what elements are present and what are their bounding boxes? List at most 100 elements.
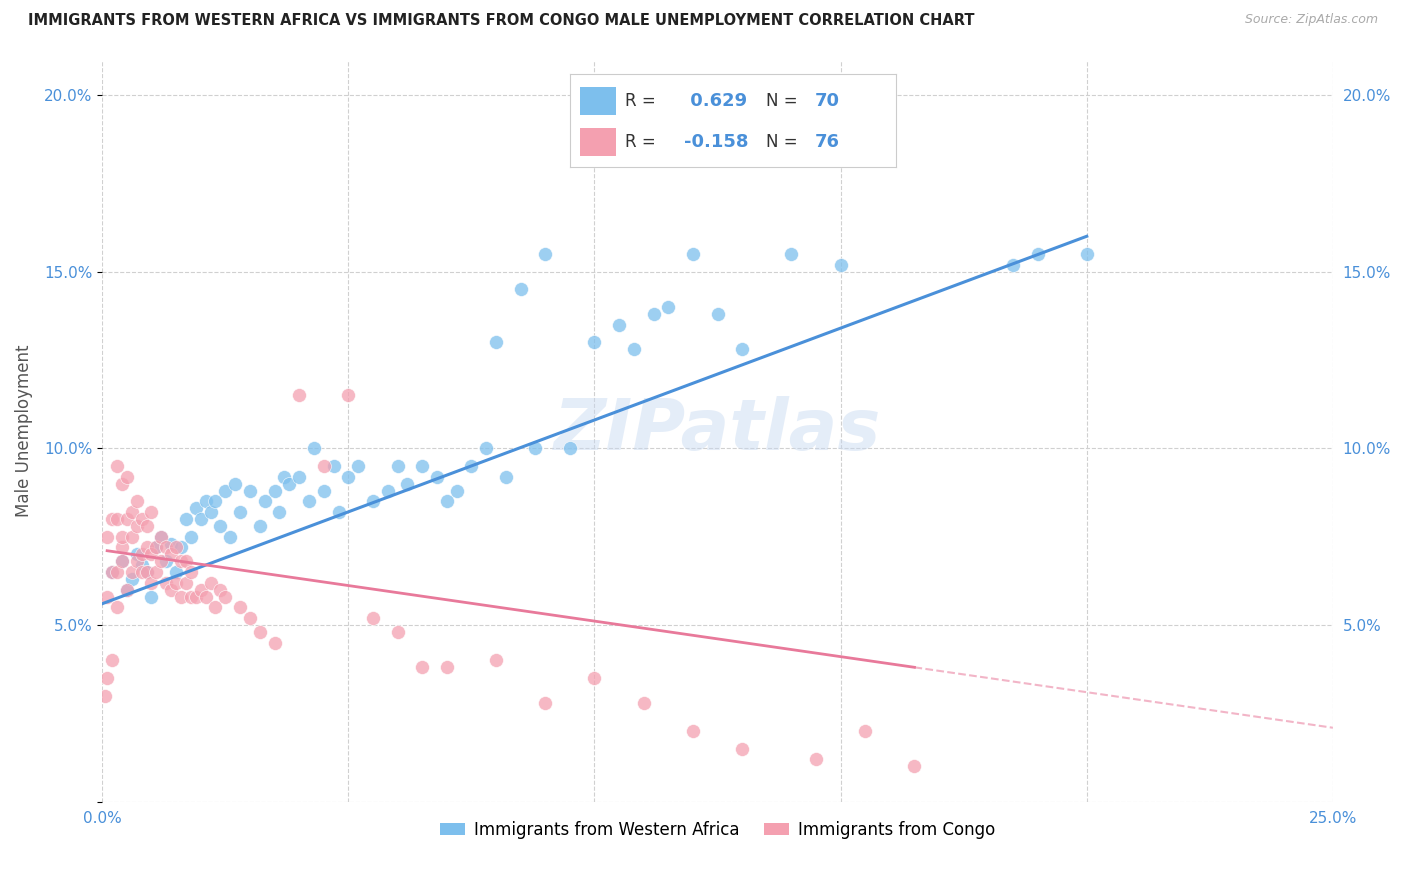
Point bbox=[101, 512, 124, 526]
Point bbox=[135, 565, 157, 579]
Point bbox=[141, 590, 163, 604]
Point bbox=[105, 512, 128, 526]
Point bbox=[141, 547, 163, 561]
Point bbox=[150, 530, 173, 544]
Point bbox=[288, 388, 311, 402]
Point bbox=[184, 590, 207, 604]
Point bbox=[302, 442, 325, 456]
Point bbox=[155, 575, 177, 590]
Point bbox=[495, 469, 517, 483]
Point bbox=[111, 530, 134, 544]
Point bbox=[643, 307, 665, 321]
Point bbox=[96, 530, 118, 544]
Point bbox=[121, 505, 143, 519]
Point bbox=[115, 469, 138, 483]
Point bbox=[131, 547, 153, 561]
Point bbox=[180, 565, 202, 579]
Point bbox=[804, 752, 827, 766]
Point bbox=[174, 512, 197, 526]
Point bbox=[682, 247, 704, 261]
Point bbox=[853, 723, 876, 738]
Point bbox=[224, 476, 246, 491]
Point bbox=[105, 600, 128, 615]
Point bbox=[194, 494, 217, 508]
Point bbox=[337, 388, 360, 402]
Point bbox=[131, 565, 153, 579]
Point bbox=[475, 442, 498, 456]
Point bbox=[135, 519, 157, 533]
Point bbox=[135, 565, 157, 579]
Point bbox=[583, 335, 606, 350]
Legend: Immigrants from Western Africa, Immigrants from Congo: Immigrants from Western Africa, Immigran… bbox=[433, 814, 1001, 846]
Point bbox=[903, 759, 925, 773]
Point bbox=[96, 671, 118, 685]
Point bbox=[607, 318, 630, 332]
Point bbox=[485, 653, 508, 667]
Point bbox=[174, 554, 197, 568]
Point bbox=[174, 575, 197, 590]
Point bbox=[214, 483, 236, 498]
Point bbox=[200, 505, 222, 519]
Point bbox=[558, 442, 581, 456]
Point bbox=[101, 565, 124, 579]
Point bbox=[485, 335, 508, 350]
Point bbox=[180, 530, 202, 544]
Point bbox=[145, 565, 167, 579]
Point bbox=[426, 469, 449, 483]
Point bbox=[278, 476, 301, 491]
Point bbox=[165, 565, 187, 579]
Point bbox=[93, 689, 115, 703]
Point bbox=[657, 300, 679, 314]
Point bbox=[125, 547, 148, 561]
Point bbox=[534, 696, 557, 710]
Point bbox=[145, 540, 167, 554]
Point bbox=[633, 696, 655, 710]
Point bbox=[115, 582, 138, 597]
Point bbox=[170, 540, 193, 554]
Point bbox=[121, 565, 143, 579]
Point bbox=[209, 582, 232, 597]
Point bbox=[125, 519, 148, 533]
Point bbox=[312, 458, 335, 473]
Point bbox=[135, 540, 157, 554]
Point bbox=[200, 575, 222, 590]
Point bbox=[249, 519, 271, 533]
Point bbox=[121, 572, 143, 586]
Point bbox=[460, 458, 482, 473]
Point bbox=[387, 624, 409, 639]
Point bbox=[170, 590, 193, 604]
Point bbox=[180, 590, 202, 604]
Point bbox=[170, 554, 193, 568]
Point bbox=[263, 483, 285, 498]
Point bbox=[534, 247, 557, 261]
Point bbox=[131, 558, 153, 572]
Point bbox=[347, 458, 370, 473]
Point bbox=[731, 741, 754, 756]
Text: IMMIGRANTS FROM WESTERN AFRICA VS IMMIGRANTS FROM CONGO MALE UNEMPLOYMENT CORREL: IMMIGRANTS FROM WESTERN AFRICA VS IMMIGR… bbox=[28, 13, 974, 29]
Point bbox=[111, 476, 134, 491]
Point bbox=[361, 494, 384, 508]
Point bbox=[263, 635, 285, 649]
Text: Source: ZipAtlas.com: Source: ZipAtlas.com bbox=[1244, 13, 1378, 27]
Point bbox=[214, 590, 236, 604]
Point bbox=[209, 519, 232, 533]
Point bbox=[190, 582, 212, 597]
Point bbox=[387, 458, 409, 473]
Point bbox=[524, 442, 547, 456]
Point bbox=[190, 512, 212, 526]
Point bbox=[706, 307, 728, 321]
Point bbox=[322, 458, 344, 473]
Point bbox=[298, 494, 321, 508]
Point bbox=[273, 469, 295, 483]
Point bbox=[312, 483, 335, 498]
Point bbox=[436, 494, 458, 508]
Point bbox=[780, 247, 803, 261]
Point bbox=[150, 530, 173, 544]
Point bbox=[101, 565, 124, 579]
Point bbox=[446, 483, 468, 498]
Point bbox=[125, 494, 148, 508]
Point bbox=[1001, 258, 1024, 272]
Point bbox=[160, 536, 183, 550]
Point bbox=[396, 476, 419, 491]
Point bbox=[239, 483, 262, 498]
